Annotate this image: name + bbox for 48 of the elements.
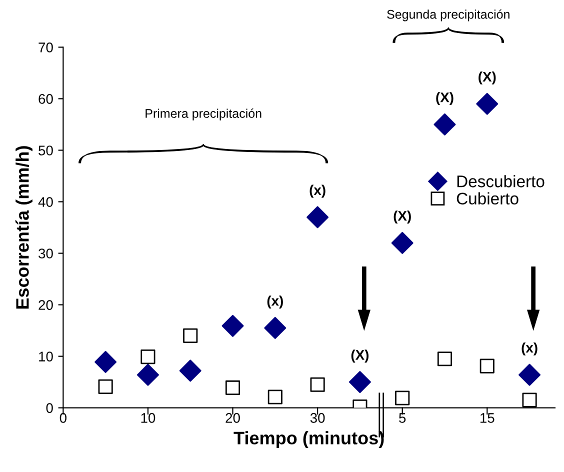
point	[310, 377, 325, 392]
point	[264, 316, 286, 339]
point	[518, 364, 541, 386]
data-label: (X)	[394, 210, 411, 224]
point	[476, 92, 498, 115]
data-label: (x)	[310, 184, 326, 198]
point	[391, 232, 414, 254]
y-tick-label: 60	[38, 94, 53, 104]
point	[98, 379, 113, 394]
point	[480, 358, 494, 374]
data-label: (x)	[267, 296, 283, 309]
point	[136, 364, 159, 386]
data-label: (X)	[351, 350, 369, 363]
y-tick-label: 0	[46, 403, 53, 413]
point	[225, 380, 240, 395]
point	[140, 350, 156, 364]
y-tick-label: 70	[38, 42, 53, 52]
data-label: (x)	[522, 342, 538, 356]
point	[437, 352, 452, 366]
point	[94, 350, 117, 373]
legend-label: Cubierto	[456, 192, 518, 205]
point	[434, 113, 456, 136]
point	[395, 390, 410, 406]
y-tick-label: 40	[38, 197, 53, 207]
x-tick-label: 5	[399, 413, 406, 423]
data-label: (X)	[478, 71, 496, 84]
x-tick-label: 20	[226, 413, 240, 423]
y-tick-label: 50	[38, 146, 53, 156]
x-tick-label: 30	[310, 413, 325, 423]
data-label: (X)	[436, 92, 454, 106]
annotation: Primera precipitación	[146, 108, 262, 120]
x-tick-label: 10	[141, 413, 156, 423]
x-axis-title: Tiempo (minutos)	[234, 431, 384, 448]
y-tick-label: 10	[39, 352, 53, 362]
point	[306, 206, 329, 228]
text: Segunda precipitación	[387, 9, 510, 22]
y-tick-label: 30	[38, 248, 53, 258]
point	[222, 314, 244, 337]
point	[179, 360, 202, 382]
y-tick-label: 20	[38, 300, 53, 310]
x-tick-label: 15	[480, 413, 494, 423]
point	[183, 328, 198, 343]
point	[348, 371, 371, 394]
point	[268, 390, 282, 404]
x-tick-label: 0	[60, 413, 66, 423]
point	[522, 392, 537, 408]
legend-label: Descubierto	[457, 175, 544, 188]
y-axis-title: Escorrentía (mm/h)	[15, 146, 32, 309]
